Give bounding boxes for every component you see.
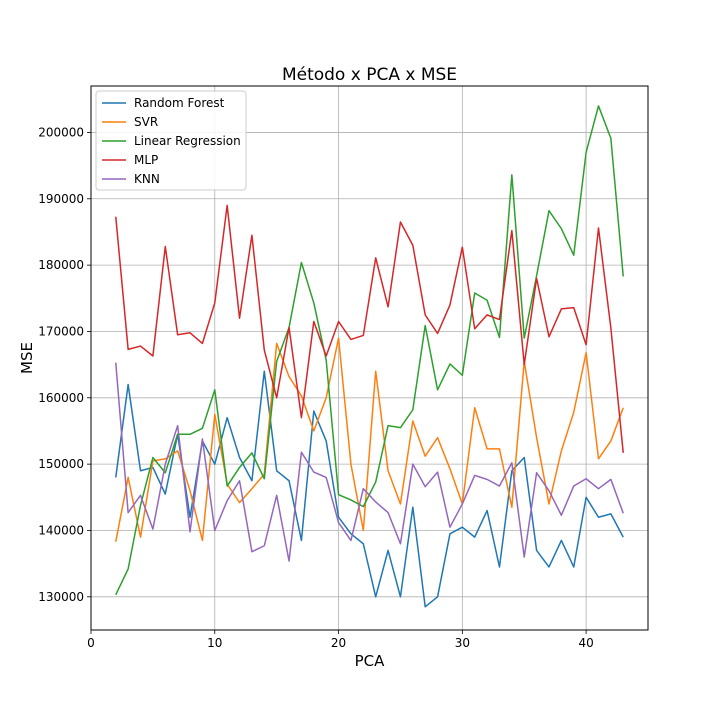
x-tick-label: 40	[578, 636, 593, 650]
legend-label-svr: SVR	[134, 115, 158, 129]
y-tick-label: 150000	[38, 457, 84, 471]
x-tick-label: 30	[455, 636, 470, 650]
legend-label-knn: KNN	[134, 172, 160, 186]
x-axis-label: PCA	[355, 652, 386, 670]
y-tick-label: 180000	[38, 258, 84, 272]
plot-frame	[90, 85, 649, 631]
x-tick-label: 20	[331, 636, 346, 650]
legend-box	[95, 90, 247, 191]
y-tick-label: 200000	[38, 125, 84, 139]
x-tick-label: 10	[207, 636, 222, 650]
legend-label-mlp: MLP	[134, 153, 158, 167]
y-tick-label: 190000	[38, 192, 84, 206]
legend-label-random-forest: Random Forest	[134, 96, 225, 110]
legend-label-linear-regression: Linear Regression	[134, 134, 241, 148]
x-tick-label: 0	[87, 636, 95, 650]
grid-lines	[90, 86, 648, 630]
legend: Random Forest SVR Linear Regression MLP KNN	[95, 90, 247, 191]
series-lines	[115, 105, 624, 608]
y-tick-label: 170000	[38, 324, 84, 338]
chart-title: Método x PCA x MSE	[282, 65, 457, 85]
y-tick-label: 160000	[38, 391, 84, 405]
series-line-knn	[115, 362, 624, 562]
y-tick-label: 130000	[38, 590, 84, 604]
series-line-mlp	[115, 204, 624, 453]
series-line-svr	[115, 337, 624, 542]
axis-ticks: 0 10 20 30 40 130000 140000 150000 160000 170000 1…	[38, 125, 594, 650]
y-tick-label: 140000	[38, 523, 84, 537]
y-axis-label: MSE	[18, 342, 36, 374]
